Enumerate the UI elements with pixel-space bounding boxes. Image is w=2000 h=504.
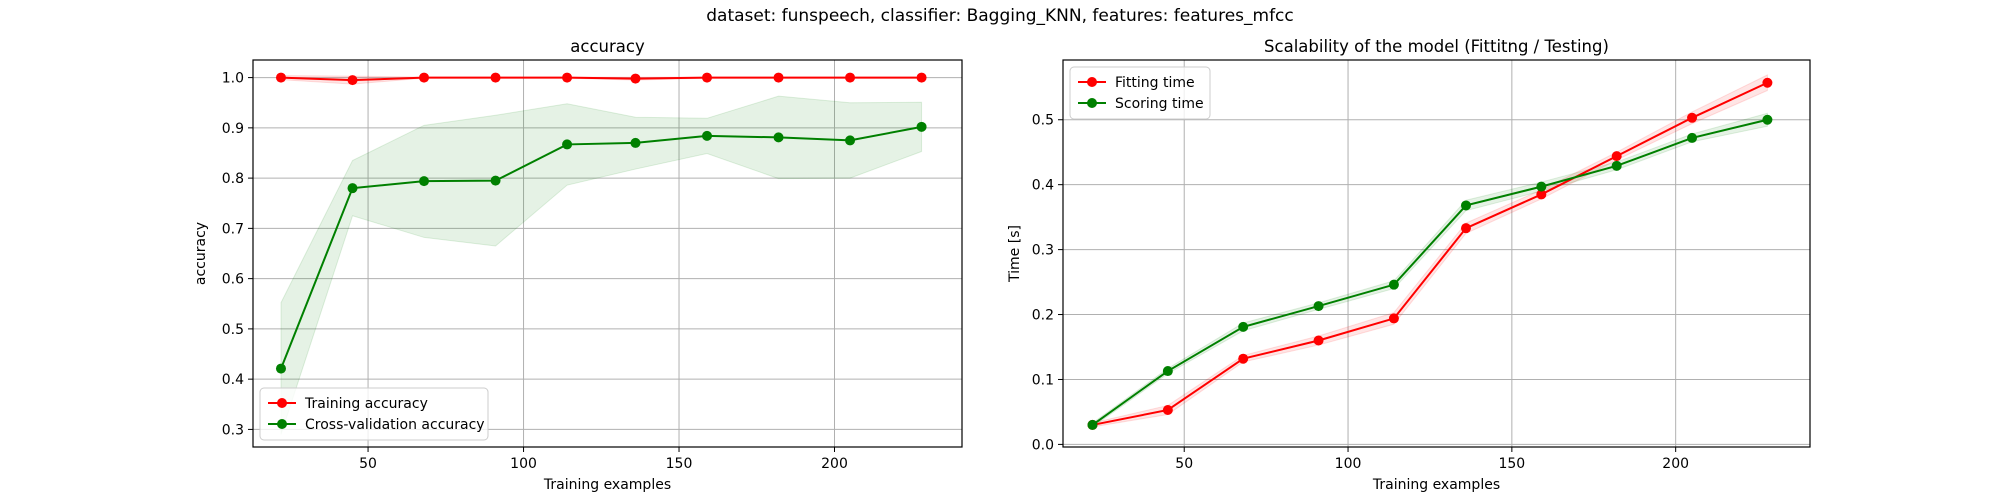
chart0-point-training-accuracy-4 — [562, 73, 572, 83]
chart0-xtick-label-100: 100 — [510, 456, 537, 472]
chart0-legend-label-training-accuracy: Training accuracy — [304, 396, 428, 412]
chart1-point-fitting-time-8 — [1687, 113, 1697, 123]
chart1-legend: Fitting time Scoring time — [1070, 67, 1210, 119]
chart0-point-cross-validation-accuracy-8 — [845, 135, 855, 145]
chart0-xtick-label-50: 50 — [359, 456, 377, 472]
chart0-ytick-label-5: 0.8 — [222, 171, 244, 187]
chart0-ytick-label-4: 0.7 — [222, 221, 244, 237]
chart0-legend-marker-training-accuracy — [277, 398, 287, 408]
chart1-point-scoring-time-1 — [1163, 366, 1173, 376]
chart0-ytick-label-7: 1.0 — [222, 71, 244, 87]
chart0-point-cross-validation-accuracy-5 — [630, 138, 640, 148]
chart0-ytick-label-6: 0.9 — [222, 121, 244, 137]
chart1-point-scoring-time-0 — [1087, 420, 1097, 430]
chart1-ytick-label-4: 0.4 — [1032, 178, 1054, 194]
chart1-point-fitting-time-3 — [1314, 336, 1324, 346]
chart1-legend-label-fitting-time: Fitting time — [1115, 75, 1195, 91]
chart1-ytick-label-2: 0.2 — [1032, 308, 1054, 324]
chart0-ytick-label-3: 0.6 — [222, 272, 244, 288]
chart1-xtick-label-100: 100 — [1335, 456, 1362, 472]
chart0-ylabel: accuracy — [193, 222, 209, 285]
chart0-ytick-label-0: 0.3 — [222, 422, 244, 438]
chart1-ytick-label-1: 0.1 — [1032, 372, 1054, 388]
chart0-xlabel: Training examples — [543, 477, 671, 493]
figure-suptitle: dataset: funspeech, classifier: Bagging_… — [0, 6, 2000, 26]
chart1-xtick-label-150: 150 — [1498, 456, 1525, 472]
chart0-point-cross-validation-accuracy-4 — [562, 139, 572, 149]
chart0-point-cross-validation-accuracy-7 — [774, 132, 784, 142]
chart1-point-scoring-time-6 — [1536, 182, 1546, 192]
chart0-point-cross-validation-accuracy-6 — [702, 131, 712, 141]
chart1-point-fitting-time-9 — [1762, 78, 1772, 88]
chart1-point-fitting-time-7 — [1612, 151, 1622, 161]
chart0-xtick-label-150: 150 — [666, 456, 693, 472]
chart1-point-scoring-time-8 — [1687, 133, 1697, 143]
chart0-legend: Training accuracy Cross-validation accura… — [260, 388, 488, 440]
chart0-point-training-accuracy-9 — [917, 73, 927, 83]
chart1-xlabel: Training examples — [1372, 477, 1500, 493]
chart1-point-scoring-time-9 — [1762, 115, 1772, 125]
chart0-ytick-label-2: 0.5 — [222, 322, 244, 338]
chart0-point-training-accuracy-0 — [276, 73, 286, 83]
chart0-point-training-accuracy-5 — [630, 74, 640, 84]
accuracy-chart: 50 100 150 200 0.3 0.4 0.5 0.6 0.7 0.8 0.9 1.0 accur… — [193, 37, 962, 493]
chart0-band-cross-validation-accuracy — [281, 96, 922, 434]
chart1-point-fitting-time-4 — [1389, 313, 1399, 323]
chart1-ytick-label-3: 0.3 — [1032, 243, 1054, 259]
chart1-xtick-label-200: 200 — [1662, 456, 1689, 472]
chart1-point-fitting-time-5 — [1461, 223, 1471, 233]
chart1-legend-label-scoring-time: Scoring time — [1115, 96, 1204, 112]
chart1-point-scoring-time-7 — [1612, 161, 1622, 171]
chart1-point-fitting-time-2 — [1238, 354, 1248, 364]
chart0-point-cross-validation-accuracy-1 — [348, 183, 358, 193]
chart0-point-training-accuracy-1 — [348, 75, 358, 85]
chart1-legend-marker-fitting-time — [1087, 77, 1097, 87]
scalability-chart: 50 100 150 200 0.0 0.1 0.2 0.3 0.4 0.5 Scalability… — [1007, 37, 1810, 493]
chart1-point-scoring-time-3 — [1314, 301, 1324, 311]
chart1-point-scoring-time-5 — [1461, 200, 1471, 210]
chart0-point-cross-validation-accuracy-3 — [491, 176, 501, 186]
chart0-xtick-label-200: 200 — [821, 456, 848, 472]
chart0-ytick-label-1: 0.4 — [222, 372, 244, 388]
chart0-point-training-accuracy-7 — [774, 73, 784, 83]
chart0-point-cross-validation-accuracy-0 — [276, 364, 286, 374]
chart1-ytick-label-5: 0.5 — [1032, 113, 1054, 129]
chart1-legend-marker-scoring-time — [1087, 98, 1097, 108]
chart1-point-scoring-time-4 — [1389, 280, 1399, 290]
chart1-point-fitting-time-1 — [1163, 405, 1173, 415]
chart0-legend-label-cross-validation-accuracy: Cross-validation accuracy — [305, 417, 485, 433]
chart0-legend-marker-cross-validation-accuracy — [277, 419, 287, 429]
chart0-point-training-accuracy-3 — [491, 73, 501, 83]
chart0-point-training-accuracy-6 — [702, 73, 712, 83]
chart0-point-cross-validation-accuracy-2 — [419, 176, 429, 186]
chart0-point-training-accuracy-8 — [845, 73, 855, 83]
chart1-point-scoring-time-2 — [1238, 322, 1248, 332]
chart0-title: accuracy — [570, 37, 645, 56]
chart0-point-training-accuracy-2 — [419, 73, 429, 83]
chart1-xtick-label-50: 50 — [1175, 456, 1193, 472]
chart1-ytick-label-0: 0.0 — [1032, 437, 1054, 453]
chart1-title: Scalability of the model (Fittitng / Tes… — [1264, 37, 1609, 56]
chart0-point-cross-validation-accuracy-9 — [917, 122, 927, 132]
chart1-ylabel: Time [s] — [1007, 225, 1023, 283]
chart1-band-fitting-time — [1092, 75, 1767, 427]
